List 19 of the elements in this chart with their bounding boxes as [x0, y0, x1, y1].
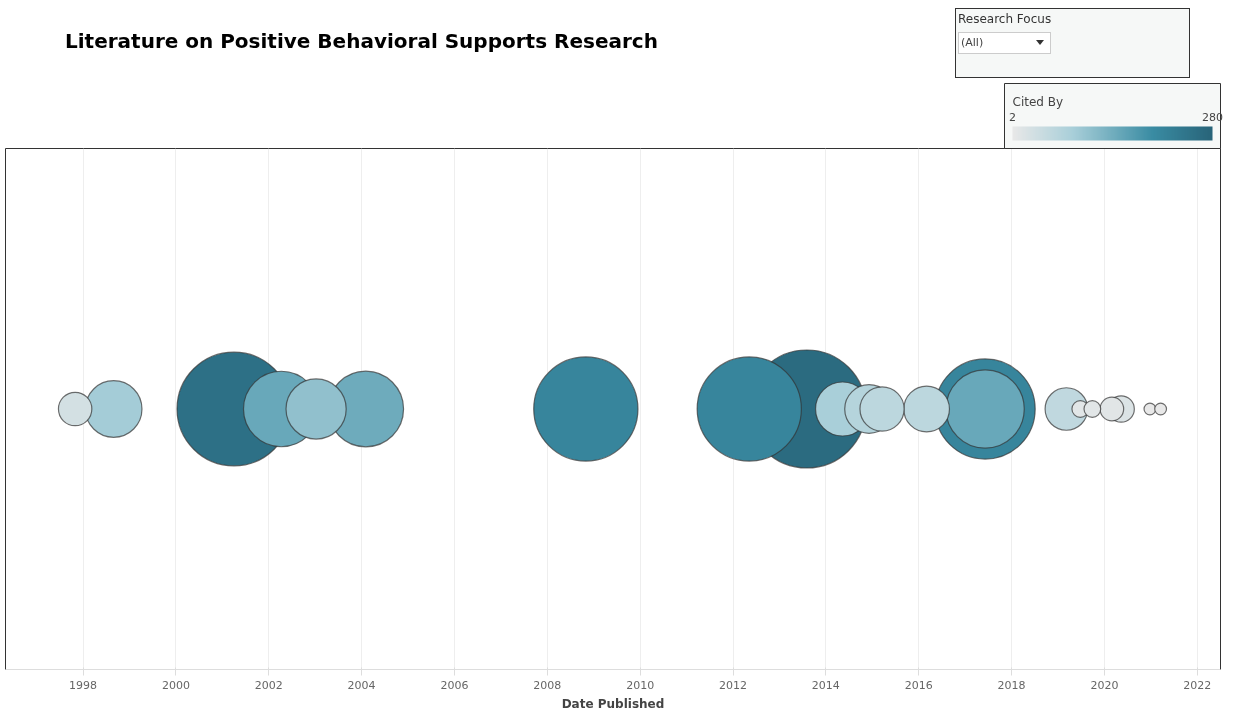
x-tick-label: 2022 [1183, 678, 1212, 692]
color-bar-title: Cited By [1012, 94, 1064, 109]
x-tick-label: 2008 [533, 678, 562, 692]
x-tick-label: 2016 [904, 678, 933, 692]
x-tick-label: 2014 [811, 678, 840, 692]
x-tick-label: 2012 [719, 678, 748, 692]
x-tick-label: 2018 [997, 678, 1026, 692]
x-tick-label: 1998 [69, 678, 98, 692]
x-tick-label: 2002 [254, 678, 283, 692]
text: Research Focus [958, 11, 1052, 28]
x-tick-label: 2010 [626, 678, 655, 692]
x-tick-label: 2000 [161, 678, 190, 692]
x-tick-label: 2004 [347, 678, 376, 692]
x-axis-title: Date Published [561, 696, 665, 711]
x-tick-label: 2020 [1090, 678, 1119, 692]
color-bar-label: 2 [1009, 110, 1016, 124]
x-tick-label: 2006 [440, 678, 469, 692]
chart-title: Literature on Positive Behavioral Supports Research [65, 28, 658, 55]
text: (All) [958, 32, 1052, 54]
